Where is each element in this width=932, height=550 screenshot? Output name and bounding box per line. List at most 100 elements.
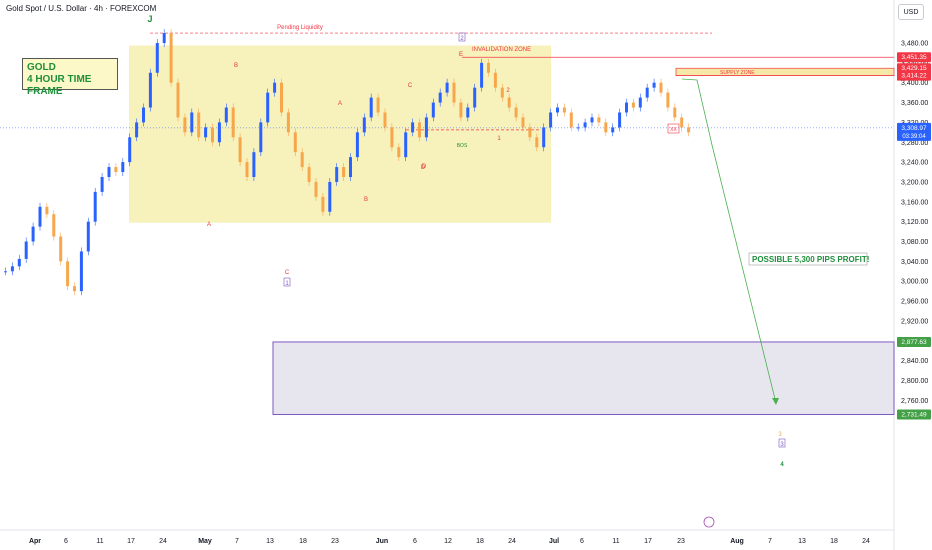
x-tick-label: 17	[644, 538, 652, 545]
y-tick-label: 3,040.00	[901, 259, 928, 266]
candle-body	[238, 137, 242, 163]
x-tick-label: 7	[235, 538, 239, 545]
wave-label: A	[338, 101, 342, 107]
candle-body	[618, 112, 622, 128]
candle-body	[286, 112, 290, 133]
price-tag-label: 2,731.49	[901, 411, 927, 418]
wave-label: 2	[506, 88, 510, 94]
candle-body	[556, 107, 559, 113]
candle-body	[204, 127, 208, 138]
invalidation-label: INVALIDATION ZONE	[472, 47, 531, 53]
candle-body	[66, 261, 70, 287]
x-tick-label: 18	[830, 538, 838, 545]
price-tag	[897, 52, 931, 63]
profit-label-frame	[748, 252, 868, 266]
candle-body	[569, 112, 573, 128]
y-tick-label: 3,200.00	[901, 179, 928, 186]
x-tick-label: Jun	[376, 538, 388, 545]
candle-body	[438, 92, 442, 103]
x-tick-label: May	[198, 538, 212, 545]
wave-label: 1	[497, 136, 501, 142]
candle-body	[162, 33, 166, 43]
candle-body	[4, 271, 7, 273]
candle-body	[79, 251, 83, 292]
price-tag-sublabel: 03:39:04	[902, 134, 926, 140]
currency-button[interactable]: USD	[898, 4, 924, 20]
candle-body	[293, 132, 297, 153]
candle-body	[24, 241, 28, 259]
candle-body	[473, 87, 477, 108]
candle-body	[631, 102, 635, 108]
x-tick-label: 6	[580, 538, 584, 545]
wave-label: 4	[780, 462, 784, 468]
candle-body	[321, 196, 325, 212]
candle-body	[273, 82, 277, 93]
candle-body	[376, 97, 380, 113]
candle-body	[445, 82, 449, 93]
symbol-title[interactable]: Gold Spot / U.S. Dollar · 4h · FOREXCOM	[6, 4, 157, 13]
price-tag	[897, 336, 931, 347]
y-tick-label: 3,480.00	[901, 41, 928, 48]
candle-body	[211, 127, 214, 143]
candle-body	[652, 82, 656, 88]
candle-body	[121, 162, 125, 173]
candle-body	[611, 127, 615, 133]
candle-body	[480, 62, 484, 88]
price-tag	[897, 70, 931, 81]
candle-body	[231, 107, 235, 138]
candle-body	[638, 97, 642, 108]
x-tick-label: 24	[159, 538, 167, 545]
candle-body	[280, 82, 283, 113]
candle-body	[217, 122, 221, 143]
candle-body	[397, 147, 401, 158]
supply-zone-label: SUPPLY ZONE	[720, 70, 755, 76]
candle-body	[266, 92, 270, 123]
candle-body	[493, 72, 497, 88]
price-tag	[897, 409, 931, 420]
profit-label: POSSIBLE 5,300 PIPS PROFIT!	[752, 255, 869, 264]
price-tag-label: 3,429.15	[901, 65, 927, 72]
candle-body	[59, 236, 63, 262]
candle-body	[86, 221, 90, 252]
x-tick-label: 23	[331, 538, 339, 545]
y-tick-label: 2,920.00	[901, 318, 928, 325]
candle-body	[107, 167, 111, 178]
y-tick-label: 2,840.00	[901, 358, 928, 365]
candle-body	[349, 157, 352, 178]
x-tick-label: 24	[862, 538, 870, 545]
candle-body	[507, 97, 511, 108]
wave-label: E	[459, 52, 463, 58]
y-tick-label: 2,760.00	[901, 398, 928, 405]
wave-label: D	[422, 164, 427, 170]
y-tick-label: 2,800.00	[901, 378, 928, 385]
x-tick-label: 18	[476, 538, 484, 545]
pending-liquidity-label: Pending Liquidity	[277, 25, 323, 31]
candle-body	[307, 167, 311, 182]
y-tick-label: 3,280.00	[901, 140, 928, 147]
candle-body	[73, 286, 76, 292]
x-tick-label: Jul	[549, 538, 559, 545]
candle-body	[10, 266, 14, 272]
timeframe-text: 4 HOUR TIME FRAME	[27, 74, 92, 97]
candle-body	[673, 107, 677, 118]
y-tick-label: 3,160.00	[901, 199, 928, 206]
x-tick-label: 6	[64, 538, 68, 545]
candle-body	[466, 107, 470, 118]
wave-label: E	[459, 52, 463, 58]
candle-body	[666, 92, 670, 108]
price-tag-label: 3,451.35	[901, 54, 927, 61]
x-tick-label: 7	[768, 538, 772, 545]
candle-body	[418, 122, 421, 138]
x-tick-label: 11	[96, 538, 103, 545]
candle-body	[604, 122, 608, 133]
candle-body	[528, 127, 532, 138]
y-tick-label: 3,000.00	[901, 279, 928, 286]
wave-label-box	[458, 32, 466, 42]
wave-label: C	[285, 270, 290, 276]
candle-body	[245, 162, 249, 178]
candle-body	[383, 112, 387, 128]
price-tag-label: 3,308.97	[901, 125, 927, 132]
candle-body	[459, 102, 463, 118]
event-icon	[703, 516, 715, 528]
